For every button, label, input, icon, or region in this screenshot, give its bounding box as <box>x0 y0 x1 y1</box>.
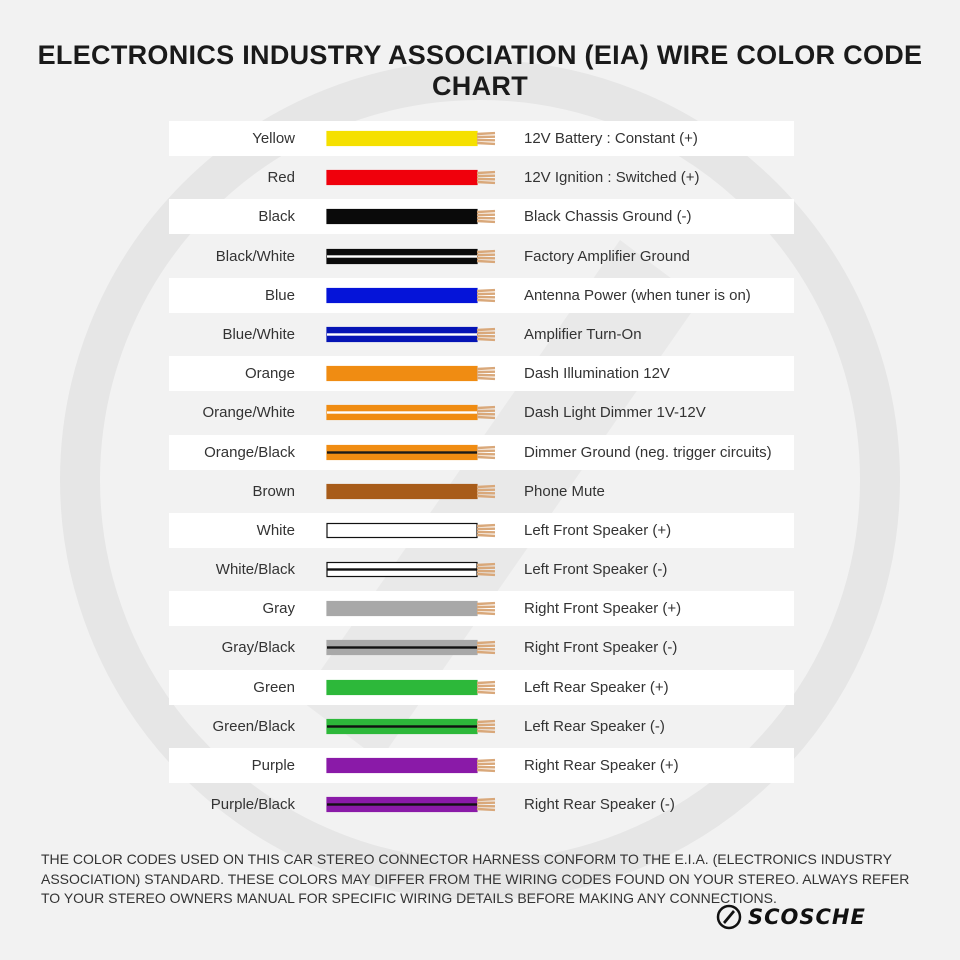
wire-function: Left Front Speaker (+) <box>524 521 672 539</box>
copper-strands <box>476 602 496 616</box>
wire-row: White Left Front Speaker (+) <box>169 512 794 548</box>
wire-color-name: Blue/White <box>222 325 295 343</box>
copper-strands <box>476 249 496 263</box>
wire-color-name: Orange <box>244 365 295 383</box>
logo-wordmark: SCOSCHE <box>748 905 866 929</box>
wire-function: Right Rear Speaker (+) <box>524 757 679 774</box>
copper-strands <box>476 562 496 577</box>
wire-function: Right Front Speaker (+) <box>524 600 682 618</box>
wire-color-name: Yellow <box>252 130 295 147</box>
wire-row: Orange Dash Illumination 12V <box>169 356 794 392</box>
wire-row: Orange/Black Dimmer Ground (neg. trigger … <box>169 434 794 470</box>
copper-strands <box>476 288 496 302</box>
wire-color-name: Purple <box>251 757 295 774</box>
wire-color-name: Green/Black <box>212 717 295 735</box>
wire-function: Factory Amplifier Ground <box>524 247 690 265</box>
copper-strands <box>476 484 496 498</box>
wire-swatch <box>326 797 496 813</box>
wire-color-name: Gray/Black <box>221 639 295 657</box>
wire-row: Brown Phone Mute <box>169 474 794 509</box>
brand-logo: SCOSCHE <box>716 902 916 932</box>
copper-strands <box>476 798 496 812</box>
wire-swatch <box>326 326 496 343</box>
wire-swatch <box>326 483 496 499</box>
copper-strands <box>476 210 496 224</box>
wire-color-name: Black <box>258 208 295 226</box>
wire-swatch <box>326 601 496 617</box>
wire-row: Red 12V Ignition : Switched (+) <box>169 160 794 195</box>
wire-function: Dash Illumination 12V <box>524 365 670 383</box>
copper-strands <box>476 171 496 185</box>
wire-color-name: Gray <box>262 600 295 618</box>
wire-color-name: White/Black <box>215 561 295 579</box>
wire-swatch <box>326 522 496 538</box>
wire-row: Purple Right Rear Speaker (+) <box>169 748 794 783</box>
wire-color-name: Purple/Black <box>210 796 295 814</box>
wire-function: Phone Mute <box>524 482 605 500</box>
wire-swatch <box>326 170 496 186</box>
scosche-logo-icon <box>716 904 742 930</box>
wire-function: 12V Ignition : Switched (+) <box>524 169 700 187</box>
wire-row: Orange/White Dash Light Dimmer 1V-12V <box>169 395 794 430</box>
wire-swatch <box>326 405 496 421</box>
wire-swatch <box>326 718 496 734</box>
wire-swatch <box>326 366 496 382</box>
copper-strands <box>476 758 496 773</box>
disclaimer-text: THE COLOR CODES USED ON THIS CAR STEREO … <box>41 851 910 906</box>
wire-color-name: Brown <box>252 482 295 500</box>
wire-swatch <box>326 757 496 774</box>
wire-function: Amplifier Turn-On <box>524 325 642 343</box>
copper-strands <box>476 406 496 420</box>
wire-function: Dash Light Dimmer 1V-12V <box>524 404 706 422</box>
wire-row: Gray Right Front Speaker (+) <box>169 591 794 627</box>
wire-swatch <box>326 679 496 695</box>
wire-row: Black Black Chassis Ground (-) <box>169 199 794 235</box>
wire-function: Right Rear Speaker (-) <box>524 796 675 814</box>
wire-swatch <box>326 640 496 656</box>
wire-swatch <box>326 561 496 578</box>
wire-color-table: Yellow 12V Battery : Constant (+) Red 12V I… <box>169 121 794 826</box>
wire-function: Left Rear Speaker (+) <box>524 678 669 696</box>
wire-function: Left Rear Speaker (-) <box>524 717 665 735</box>
wire-row: Yellow 12V Battery : Constant (+) <box>169 121 794 156</box>
wire-swatch <box>326 248 496 264</box>
copper-strands <box>476 131 496 146</box>
wire-color-name: Orange/White <box>202 404 295 422</box>
wire-row: Green Left Rear Speaker (+) <box>169 669 794 705</box>
wire-swatch <box>326 130 496 147</box>
copper-strands <box>476 680 496 694</box>
wire-row: Black/White Factory Amplifier Ground <box>169 239 794 274</box>
copper-strands <box>476 719 496 733</box>
wire-function: Black Chassis Ground (-) <box>524 208 692 226</box>
copper-strands <box>476 445 496 459</box>
wire-color-name: Green <box>253 678 295 696</box>
wire-color-name: Orange/Black <box>204 443 295 461</box>
wire-row: Blue Antenna Power (when tuner is on) <box>169 277 794 313</box>
wire-function: Left Front Speaker (-) <box>524 561 668 579</box>
wire-function: 12V Battery : Constant (+) <box>524 130 698 147</box>
wire-row: Green/Black Left Rear Speaker (-) <box>169 709 794 744</box>
page-title: ELECTRONICS INDUSTRY ASSOCIATION (EIA) W… <box>37 40 923 101</box>
wire-function: Dimmer Ground (neg. trigger circuits) <box>524 443 772 461</box>
wire-swatch <box>326 444 496 460</box>
wire-color-name: Red <box>267 169 295 187</box>
wire-color-name: White <box>256 521 295 539</box>
wire-row: Blue/White Amplifier Turn-On <box>169 317 794 352</box>
wire-row: White/Black Left Front Speaker (-) <box>169 552 794 587</box>
wire-function: Right Front Speaker (-) <box>524 639 678 657</box>
wire-swatch <box>326 287 496 303</box>
copper-strands <box>476 523 496 537</box>
wire-swatch <box>326 209 496 225</box>
wire-function: Antenna Power (when tuner is on) <box>524 286 751 304</box>
wire-row: Gray/Black Right Front Speaker (-) <box>169 630 794 665</box>
wire-color-name: Blue <box>264 286 295 304</box>
wire-color-name: Black/White <box>215 247 295 265</box>
wire-row: Purple/Black Right Rear Speaker (-) <box>169 787 794 822</box>
copper-strands <box>476 327 496 342</box>
copper-strands <box>476 641 496 655</box>
copper-strands <box>476 367 496 381</box>
